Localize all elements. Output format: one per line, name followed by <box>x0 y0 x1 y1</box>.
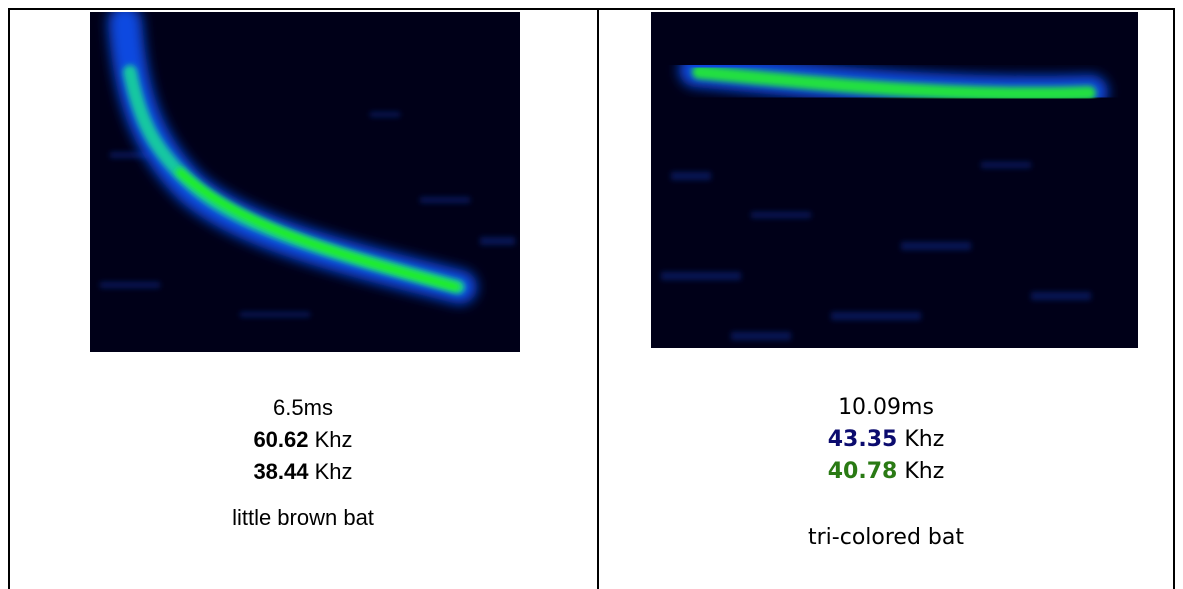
table-border <box>8 8 1175 10</box>
spectrogram <box>90 12 520 352</box>
frequency: 40.78 Khz <box>598 459 1174 485</box>
frequency-unit: Khz <box>315 427 353 452</box>
frequency-unit: Khz <box>315 459 353 484</box>
table-border <box>8 8 10 589</box>
frequency-unit: Khz <box>904 459 944 484</box>
duration: 6.5ms <box>8 395 598 421</box>
species: little brown bat <box>8 505 598 531</box>
page: 6.5ms 60.62 Khz 38.44 Khz little brown b… <box>0 0 1183 589</box>
duration: 10.09ms <box>598 395 1174 421</box>
table-border <box>597 8 599 589</box>
frequency-value: 40.78 <box>828 459 898 484</box>
frequency: 38.44 Khz <box>8 459 598 485</box>
spectrogram <box>651 12 1138 348</box>
frequency-value: 38.44 <box>253 459 308 484</box>
table-border <box>1173 8 1175 589</box>
frequency-value: 60.62 <box>253 427 308 452</box>
frequency-value: 43.35 <box>828 427 898 452</box>
frequency: 60.62 Khz <box>8 427 598 453</box>
frequency-unit: Khz <box>904 427 944 452</box>
species: tri-colored bat <box>598 525 1174 551</box>
frequency: 43.35 Khz <box>598 427 1174 453</box>
